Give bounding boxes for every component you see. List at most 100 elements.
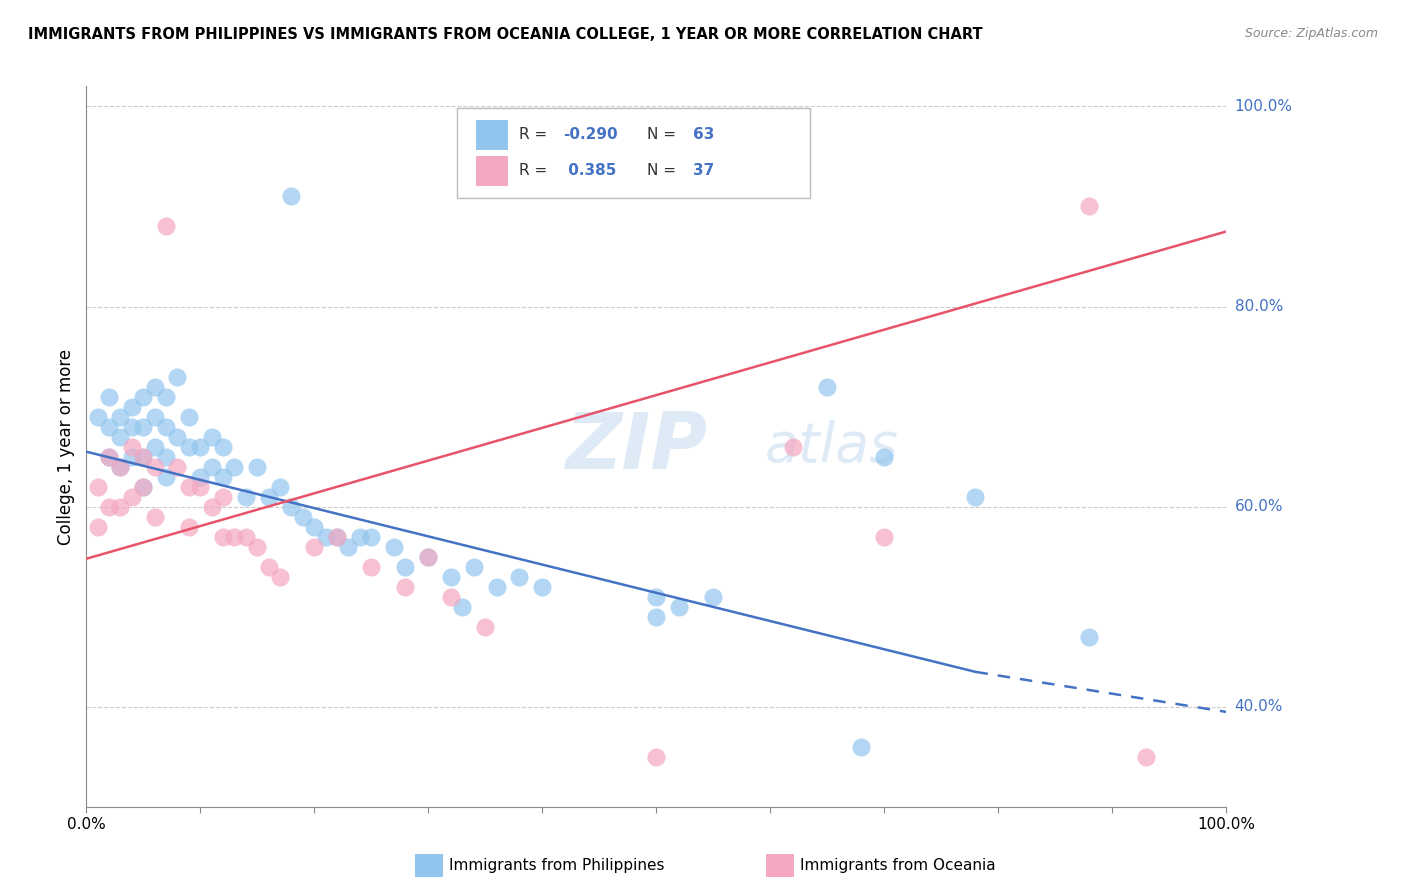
Bar: [477, 120, 508, 150]
Point: [508, 570, 530, 584]
Point: [304, 540, 326, 554]
Text: -0.290: -0.290: [562, 128, 617, 142]
Point: [668, 599, 690, 614]
Point: [177, 480, 200, 494]
Point: [326, 530, 349, 544]
Point: [212, 530, 235, 544]
Point: [269, 480, 291, 494]
Point: [360, 530, 382, 544]
Point: [155, 419, 177, 434]
Point: [224, 530, 246, 544]
Point: [702, 590, 724, 604]
Y-axis label: College, 1 year or more: College, 1 year or more: [58, 349, 75, 545]
Text: 40.0%: 40.0%: [1234, 699, 1282, 714]
Bar: [477, 155, 508, 186]
Point: [873, 450, 896, 464]
Text: R =: R =: [519, 128, 553, 142]
Point: [166, 369, 188, 384]
Point: [440, 570, 463, 584]
Point: [98, 450, 121, 464]
Point: [349, 530, 371, 544]
Point: [132, 480, 155, 494]
Point: [440, 590, 463, 604]
Point: [1078, 199, 1101, 213]
Text: 63: 63: [693, 128, 714, 142]
Point: [269, 570, 291, 584]
Point: [965, 490, 987, 504]
Point: [155, 390, 177, 404]
Point: [224, 459, 246, 474]
Point: [110, 500, 132, 514]
Point: [360, 559, 382, 574]
Point: [86, 480, 108, 494]
Point: [155, 219, 177, 234]
Point: [257, 490, 280, 504]
Point: [110, 459, 132, 474]
Point: [815, 379, 838, 393]
Point: [110, 409, 132, 424]
Point: [485, 580, 508, 594]
Point: [132, 450, 155, 464]
Point: [246, 459, 269, 474]
Text: Immigrants from Philippines: Immigrants from Philippines: [449, 858, 664, 872]
Point: [474, 620, 496, 634]
Point: [110, 430, 132, 444]
Point: [304, 520, 326, 534]
Point: [121, 400, 143, 414]
Point: [645, 610, 668, 624]
Point: [155, 469, 177, 483]
Text: N =: N =: [647, 128, 681, 142]
Point: [132, 480, 155, 494]
Point: [451, 599, 474, 614]
Text: 37: 37: [693, 163, 714, 178]
Text: ZIP: ZIP: [565, 409, 707, 484]
Point: [98, 450, 121, 464]
Point: [394, 559, 416, 574]
Point: [143, 440, 166, 454]
Point: [132, 390, 155, 404]
Point: [132, 419, 155, 434]
Point: [873, 530, 896, 544]
Point: [143, 379, 166, 393]
Point: [98, 390, 121, 404]
Point: [201, 459, 224, 474]
Point: [86, 409, 108, 424]
Point: [132, 450, 155, 464]
FancyBboxPatch shape: [457, 108, 810, 198]
Point: [337, 540, 360, 554]
Point: [235, 530, 257, 544]
Text: Immigrants from Oceania: Immigrants from Oceania: [800, 858, 995, 872]
Point: [177, 409, 200, 424]
Text: IMMIGRANTS FROM PHILIPPINES VS IMMIGRANTS FROM OCEANIA COLLEGE, 1 YEAR OR MORE C: IMMIGRANTS FROM PHILIPPINES VS IMMIGRANT…: [28, 27, 983, 42]
Point: [645, 590, 668, 604]
Point: [188, 469, 211, 483]
Point: [418, 549, 440, 564]
Point: [326, 530, 349, 544]
Point: [121, 490, 143, 504]
Point: [280, 500, 302, 514]
Point: [166, 430, 188, 444]
Point: [121, 440, 143, 454]
Point: [394, 580, 416, 594]
Text: Source: ZipAtlas.com: Source: ZipAtlas.com: [1244, 27, 1378, 40]
Point: [166, 459, 188, 474]
Text: 80.0%: 80.0%: [1234, 299, 1282, 314]
Point: [315, 530, 337, 544]
Point: [177, 440, 200, 454]
Point: [235, 490, 257, 504]
Point: [188, 440, 211, 454]
Point: [212, 469, 235, 483]
Text: 60.0%: 60.0%: [1234, 500, 1284, 514]
Point: [201, 430, 224, 444]
Text: N =: N =: [647, 163, 681, 178]
Point: [121, 450, 143, 464]
Point: [188, 480, 211, 494]
Point: [1135, 750, 1157, 764]
Point: [110, 459, 132, 474]
Point: [463, 559, 485, 574]
Point: [418, 549, 440, 564]
Point: [851, 739, 873, 754]
Text: 100.0%: 100.0%: [1234, 99, 1292, 114]
Point: [177, 520, 200, 534]
Point: [143, 459, 166, 474]
